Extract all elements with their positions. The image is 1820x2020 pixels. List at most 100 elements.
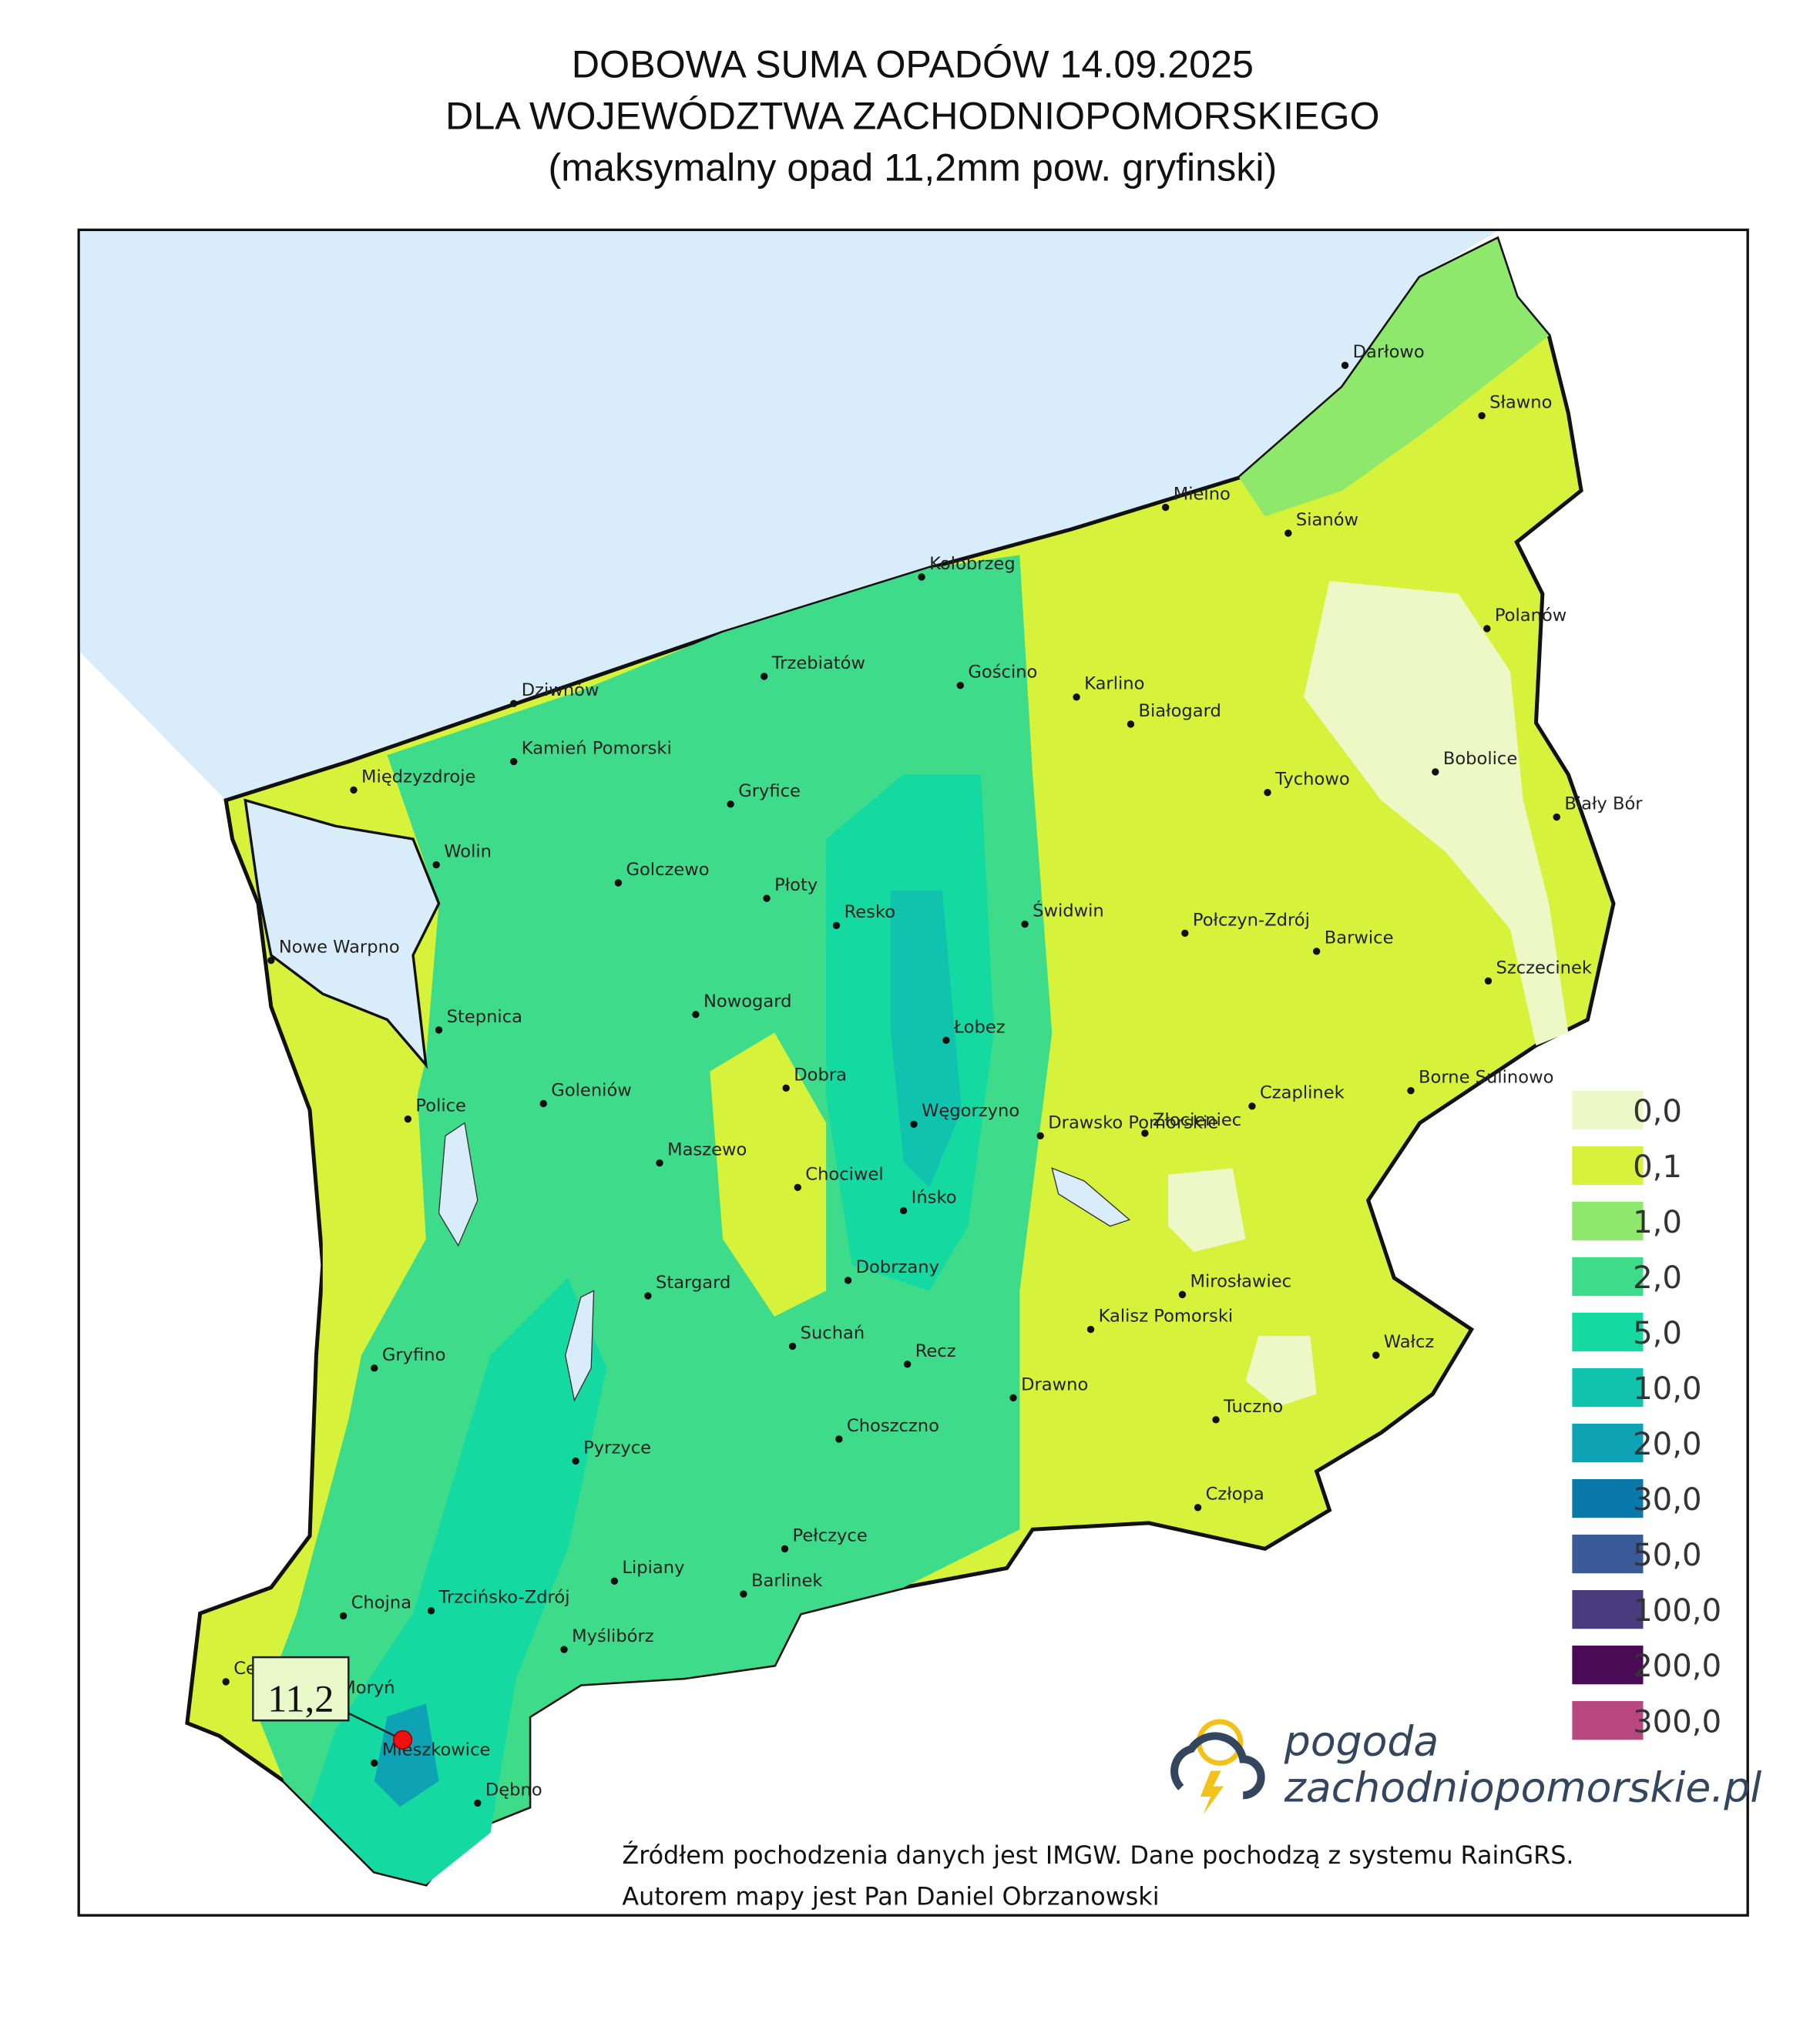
- city-dot: [1553, 813, 1560, 821]
- legend-swatch: [1572, 1201, 1644, 1241]
- logo: pogoda zachodniopomorskie.pl: [1170, 1716, 1762, 1815]
- city-dot: [371, 1364, 378, 1372]
- legend-label: 300,0: [1633, 1704, 1721, 1740]
- legend-swatch: [1572, 1423, 1644, 1463]
- city-dot: [1372, 1351, 1380, 1359]
- city-label: Gryfice: [738, 781, 801, 801]
- city-label: Czaplinek: [1260, 1083, 1345, 1103]
- legend-label: 30,0: [1633, 1482, 1701, 1518]
- max-value: 11,2: [267, 1676, 334, 1720]
- city-dot: [956, 682, 965, 690]
- legend-swatch: [1572, 1312, 1644, 1352]
- rain-zone: [1303, 581, 1569, 1046]
- city-dot: [404, 1115, 412, 1123]
- city-label: Darłowo: [1353, 342, 1425, 362]
- city-label: Pełczyce: [793, 1525, 868, 1545]
- city-label: Mielno: [1174, 484, 1231, 504]
- rain-zone: [1239, 239, 1550, 517]
- city-dot: [782, 1084, 790, 1092]
- city-label: Złocieniec: [1153, 1110, 1241, 1130]
- cities: Darłowo Sławno Mielno Sianów Kołobrzeg Polanó…: [222, 342, 1643, 1807]
- city-label: Suchań: [801, 1323, 865, 1343]
- legend-swatch: [1572, 1090, 1644, 1129]
- max-point: [393, 1730, 413, 1750]
- city-dot: [1483, 625, 1491, 633]
- city-dot: [339, 1612, 348, 1620]
- callout-box: [252, 1656, 350, 1722]
- legend-label: 0,1: [1633, 1149, 1682, 1185]
- city-dot: [1073, 693, 1080, 701]
- city-label: Sianów: [1296, 510, 1358, 530]
- city-dot: [781, 1545, 789, 1553]
- city-label: Trzcińsko-Zdrój: [438, 1588, 570, 1608]
- city-label: Pyrzyce: [583, 1438, 651, 1458]
- legend-swatch: [1572, 1701, 1644, 1740]
- city-dot: [899, 1206, 908, 1215]
- lagoon: [243, 798, 441, 1069]
- sea: [79, 231, 1498, 800]
- city-label: Dobrzany: [856, 1257, 939, 1277]
- city-label: Ińsko: [912, 1187, 957, 1207]
- city-label: Golczewo: [626, 860, 709, 880]
- city-dot: [1248, 1102, 1256, 1110]
- title-line: DOBOWA SUMA OPADÓW 14.09.2025: [572, 43, 1254, 86]
- city-label: Biały Bór: [1564, 794, 1643, 814]
- rain-zone: [322, 1019, 426, 1356]
- city-dot: [560, 1646, 568, 1653]
- city-dot: [832, 921, 841, 929]
- legend-label: 50,0: [1633, 1538, 1701, 1573]
- city-label: Nowogard: [703, 992, 792, 1012]
- city-label: Lipiany: [622, 1558, 684, 1578]
- city-dot: [761, 673, 768, 680]
- city-dot: [350, 786, 358, 794]
- city-label: Człopa: [1206, 1485, 1264, 1505]
- legend-swatch: [1572, 1367, 1644, 1408]
- city-dot: [1484, 977, 1493, 985]
- rain-zone: [1245, 1335, 1317, 1408]
- city-dot: [644, 1292, 652, 1300]
- city-dot: [910, 1120, 918, 1128]
- city-label: Międzyzdroje: [361, 767, 475, 787]
- rain-zone: [890, 891, 962, 1188]
- city-label: Maszewo: [667, 1139, 747, 1159]
- legend-swatch: [1572, 1257, 1644, 1297]
- city-label: Dobra: [794, 1065, 847, 1085]
- legend-swatch: [1572, 1589, 1644, 1629]
- city-dot: [371, 1759, 378, 1767]
- legend-label: 200,0: [1633, 1649, 1721, 1684]
- city-label: Białogard: [1139, 701, 1221, 721]
- city-label: Stargard: [656, 1273, 730, 1293]
- city-label: Recz: [915, 1341, 956, 1361]
- city-label: Płoty: [774, 875, 818, 895]
- city-label: Resko: [845, 902, 896, 922]
- city-dot: [656, 1159, 663, 1167]
- city-dot: [1086, 1325, 1095, 1334]
- rain-zone: [710, 1032, 827, 1317]
- city-label: Węgorzyno: [922, 1101, 1019, 1121]
- city-dot: [1181, 929, 1189, 938]
- city-dot: [1264, 789, 1271, 797]
- callout-line: [341, 1709, 404, 1741]
- legend-swatch: [1572, 1646, 1644, 1685]
- city-dot: [1127, 720, 1135, 728]
- city-dot: [1021, 920, 1029, 928]
- city-label: Wałcz: [1384, 1332, 1435, 1352]
- logo-text: pogoda: [1284, 1716, 1439, 1765]
- city-dot: [1341, 361, 1349, 369]
- city-dot: [267, 956, 275, 965]
- city-label: Barlinek: [751, 1571, 823, 1591]
- city-dot: [1312, 948, 1321, 955]
- logo-text: zachodniopomorskie.pl: [1284, 1763, 1762, 1812]
- city-dot: [740, 1590, 747, 1598]
- city-label: Moryń: [341, 1678, 395, 1698]
- lake: [1051, 1167, 1131, 1227]
- source-text: Autorem mapy jest Pan Daniel Obrzanowski: [622, 1882, 1159, 1911]
- city-label: Drawno: [1021, 1374, 1088, 1394]
- city-dot: [222, 1678, 230, 1686]
- city-dot: [1036, 1132, 1044, 1140]
- city-dot: [794, 1183, 801, 1192]
- city-label: Dębno: [485, 1780, 542, 1800]
- city-label: Myślibórz: [572, 1626, 654, 1646]
- city-label: Borne Sulinowo: [1419, 1068, 1553, 1088]
